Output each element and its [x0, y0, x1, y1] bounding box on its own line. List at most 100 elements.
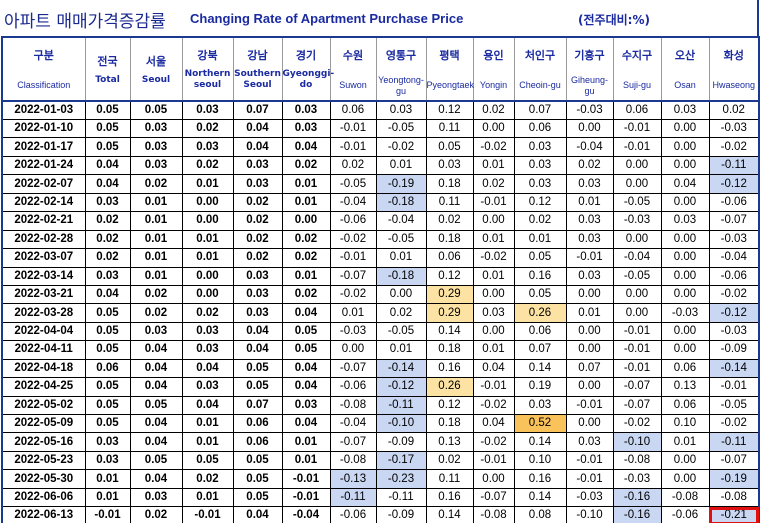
row-date: 2022-01-24: [1, 155, 86, 176]
table-row: 2022-04-04 0.05 0.03 0.03 0.04 0.05 -0.03 -0.05…: [1, 321, 760, 342]
cell-total: 0.05: [84, 303, 131, 323]
table-row: 2022-03-21 0.04 0.02 0.00 0.03 0.02 -0.02 0.00 0…: [1, 284, 760, 305]
cell-hwaseong: 0.02: [708, 100, 760, 120]
cell-total: 0.04: [84, 155, 131, 176]
header-southern-en: Southern Seoul: [234, 69, 281, 90]
cell-seoul: 0.04: [129, 340, 183, 360]
cell-gyeonggi-do: 0.02: [281, 248, 331, 268]
cell-yongin: -0.01: [472, 450, 515, 471]
cell-pyeongtaek: 0.05: [425, 137, 474, 157]
cell-suji-gu: -0.04: [612, 248, 662, 268]
row-date: 2022-05-02: [1, 395, 86, 416]
cell-suwon: -0.13: [329, 469, 377, 489]
cell-northern-seoul: 0.00: [181, 211, 234, 231]
cell-total: 0.04: [84, 174, 131, 194]
cell-suwon: 0.00: [329, 340, 377, 360]
cell-total: 0.01: [84, 487, 131, 508]
table-row: 2022-04-11 0.05 0.04 0.03 0.04 0.05 0.00 0.01 0.…: [1, 340, 760, 360]
table-row: 2022-02-28 0.02 0.01 0.01 0.02 0.02 -0.02 -0.05…: [1, 229, 760, 250]
cell-seoul: 0.04: [129, 413, 183, 434]
cell-cheoin-gu: 0.03: [513, 395, 567, 416]
cell-osan: 0.00: [660, 340, 710, 360]
cell-gyeonggi-do: 0.04: [281, 377, 331, 397]
cell-southern-seoul: 0.05: [232, 377, 283, 397]
cell-giheung-gu: 0.00: [565, 377, 614, 397]
cell-yongin: 0.04: [472, 413, 515, 434]
header-northern-en: Northern seoul: [184, 69, 231, 90]
cell-yeongtong-gu: -0.09: [375, 432, 427, 452]
cell-seoul: 0.03: [129, 137, 183, 157]
header-giheung-ko: 기흥구: [565, 36, 614, 71]
cell-cheoin-gu: 0.52: [513, 413, 567, 434]
cell-hwaseong: -0.06: [708, 192, 760, 213]
cell-yeongtong-gu: 0.01: [375, 248, 427, 268]
cell-suji-gu: -0.07: [612, 377, 662, 397]
cell-hwaseong: -0.12: [708, 174, 760, 194]
cell-suwon: -0.08: [329, 395, 377, 416]
cell-seoul: 0.04: [129, 432, 183, 452]
cell-seoul: 0.03: [129, 155, 183, 176]
cell-northern-seoul: 0.00: [181, 284, 234, 305]
cell-suwon: -0.03: [329, 321, 377, 342]
row-date: 2022-01-03: [1, 100, 86, 120]
header-seoul: 서울 Seoul: [129, 36, 183, 102]
cell-northern-seoul: 0.03: [181, 137, 234, 157]
cell-southern-seoul: 0.05: [232, 487, 283, 508]
cell-southern-seoul: 0.03: [232, 266, 283, 286]
header-suji-en: Suji-gu: [612, 71, 662, 102]
cell-suwon: -0.01: [329, 248, 377, 268]
cell-osan: 0.00: [660, 266, 710, 286]
header-giheung-en: Giheung-gu: [565, 71, 614, 102]
cell-pyeongtaek: 0.03: [425, 155, 474, 176]
cell-total: 0.05: [84, 118, 131, 139]
header-osan-en: Osan: [660, 71, 710, 102]
table-row: 2022-05-16 0.03 0.04 0.01 0.06 0.01 -0.07 -0.09…: [1, 432, 760, 452]
table-row: 2022-04-18 0.06 0.04 0.04 0.05 0.04 -0.07 -0.14…: [1, 358, 760, 379]
cell-suji-gu: -0.10: [612, 432, 662, 452]
cell-seoul: 0.01: [129, 211, 183, 231]
cell-osan: 0.06: [660, 358, 710, 379]
cell-southern-seoul: 0.07: [232, 100, 283, 120]
cell-cheoin-gu: 0.03: [513, 137, 567, 157]
cell-suji-gu: 0.00: [612, 303, 662, 323]
cell-osan: 0.00: [660, 450, 710, 471]
cell-giheung-gu: 0.00: [565, 284, 614, 305]
cell-northern-seoul: 0.04: [181, 395, 234, 416]
cell-yongin: 0.04: [472, 358, 515, 379]
cell-yeongtong-gu: -0.23: [375, 469, 427, 489]
cell-yeongtong-gu: -0.04: [375, 211, 427, 231]
cell-southern-seoul: 0.02: [232, 211, 283, 231]
cell-gyeonggi-do: 0.04: [281, 303, 331, 323]
cell-total: 0.01: [84, 469, 131, 489]
cell-yeongtong-gu: -0.12: [375, 377, 427, 397]
cell-seoul: 0.02: [129, 174, 183, 194]
cell-yongin: 0.01: [472, 340, 515, 360]
cell-total: 0.03: [84, 450, 131, 471]
cell-gyeonggi-do: 0.03: [281, 100, 331, 120]
cell-yeongtong-gu: 0.01: [375, 155, 427, 176]
cell-hwaseong: -0.11: [708, 432, 760, 452]
title-bar: 아파트 매매가격증감률 Changing Rate of Apartment P…: [0, 0, 760, 36]
table-row: 2022-05-23 0.03 0.05 0.05 0.05 0.01 -0.08 -0.17…: [1, 450, 760, 471]
cell-pyeongtaek: 0.29: [425, 284, 474, 305]
cell-gyeonggi-do: 0.01: [281, 432, 331, 452]
row-date: 2022-05-30: [1, 469, 86, 489]
cell-hwaseong: -0.01: [708, 377, 760, 397]
cell-gyeonggi-do: 0.01: [281, 266, 331, 286]
cell-hwaseong: -0.21: [708, 506, 760, 523]
header-osan-ko: 오산: [660, 36, 710, 71]
table-row: 2022-01-24 0.04 0.03 0.02 0.03 0.02 0.02 0.01 0.…: [1, 155, 760, 176]
cell-suji-gu: 0.00: [612, 155, 662, 176]
cell-suji-gu: -0.16: [612, 506, 662, 523]
cell-pyeongtaek: 0.11: [425, 118, 474, 139]
cell-suwon: -0.07: [329, 266, 377, 286]
cell-suwon: 0.06: [329, 100, 377, 120]
cell-seoul: 0.02: [129, 284, 183, 305]
cell-hwaseong: -0.12: [708, 303, 760, 323]
cell-yeongtong-gu: -0.09: [375, 506, 427, 523]
cell-suwon: -0.05: [329, 174, 377, 194]
cell-northern-seoul: 0.01: [181, 248, 234, 268]
header-northern-ko: 강북: [197, 49, 218, 62]
cell-gyeonggi-do: 0.04: [281, 137, 331, 157]
table-row: 2022-03-07 0.02 0.01 0.01 0.02 0.02 -0.01 0.01 0…: [1, 248, 760, 268]
